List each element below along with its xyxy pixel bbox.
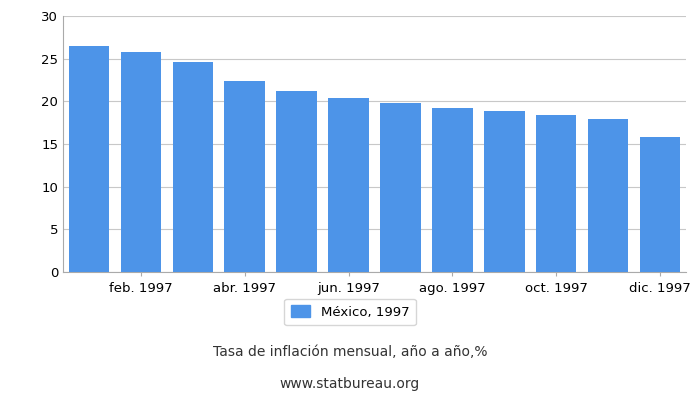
- Bar: [536, 115, 577, 272]
- Bar: [640, 137, 680, 272]
- Legend: México, 1997: México, 1997: [284, 298, 416, 325]
- Text: Tasa de inflación mensual, año a año,%: Tasa de inflación mensual, año a año,%: [213, 345, 487, 359]
- Text: www.statbureau.org: www.statbureau.org: [280, 377, 420, 391]
- Bar: [432, 108, 472, 272]
- Bar: [69, 46, 109, 272]
- Bar: [225, 81, 265, 272]
- Bar: [120, 52, 161, 272]
- Bar: [328, 98, 369, 272]
- Bar: [172, 62, 213, 272]
- Bar: [588, 119, 629, 272]
- Bar: [380, 103, 421, 272]
- Bar: [484, 111, 524, 272]
- Bar: [276, 91, 317, 272]
